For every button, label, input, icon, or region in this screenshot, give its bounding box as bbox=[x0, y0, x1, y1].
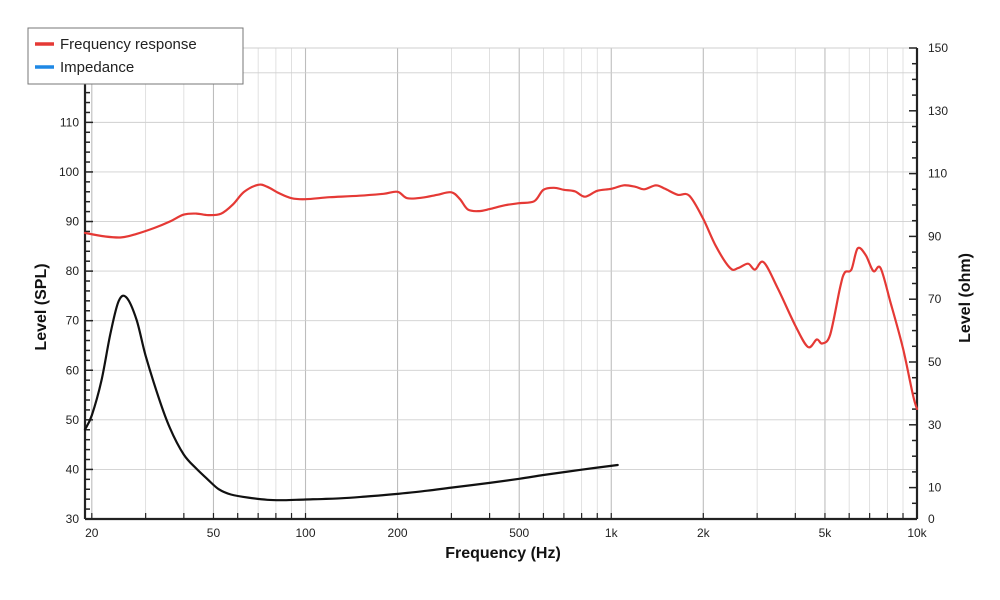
y-left-tick-label: 100 bbox=[59, 165, 79, 179]
x-tick-label: 5k bbox=[819, 526, 833, 540]
x-tick-label: 1k bbox=[605, 526, 619, 540]
x-axis-label: Frequency (Hz) bbox=[445, 545, 561, 562]
legend-label-frequency-response: Frequency response bbox=[60, 36, 197, 53]
y-right-tick-label: 10 bbox=[928, 481, 942, 495]
y-left-tick-label: 60 bbox=[66, 363, 80, 377]
grid bbox=[85, 47, 918, 520]
y-left-tick-label: 70 bbox=[66, 314, 80, 328]
y-left-tick-label: 110 bbox=[60, 115, 79, 129]
y-left-tick-label: 80 bbox=[66, 264, 80, 278]
x-tick-label: 10k bbox=[907, 526, 927, 540]
legend: Frequency response Impedance bbox=[27, 27, 244, 85]
y-right-tick-label: 150 bbox=[928, 41, 948, 55]
y-axis-left-label: Level (SPL) bbox=[33, 263, 50, 350]
y-right-tick-label: 70 bbox=[928, 292, 942, 306]
y-right-tick-label: 0 bbox=[928, 512, 935, 526]
y-left-tick-label: 40 bbox=[66, 462, 80, 476]
y-right-tick-label: 90 bbox=[928, 229, 942, 243]
y-axis-right-label: Level (ohm) bbox=[957, 253, 974, 343]
series-line-impedance bbox=[83, 294, 619, 502]
legend-label-impedance: Impedance bbox=[60, 59, 134, 76]
x-tick-label: 2k bbox=[697, 526, 711, 540]
axis-ticks: 3040506070809010011012001030507090110130… bbox=[59, 41, 948, 540]
y-right-tick-label: 110 bbox=[928, 167, 947, 181]
x-tick-label: 500 bbox=[509, 526, 529, 540]
y-right-tick-label: 130 bbox=[928, 104, 948, 118]
x-tick-label: 200 bbox=[388, 526, 408, 540]
x-tick-label: 100 bbox=[295, 526, 315, 540]
series-group bbox=[83, 183, 919, 502]
y-left-tick-label: 50 bbox=[66, 413, 80, 427]
y-left-tick-label: 90 bbox=[66, 215, 80, 229]
x-tick-label: 50 bbox=[207, 526, 221, 540]
x-tick-label: 20 bbox=[85, 526, 99, 540]
series-line-frequency-response bbox=[83, 183, 919, 410]
legend-box bbox=[27, 27, 244, 85]
y-left-tick-label: 30 bbox=[66, 512, 80, 526]
y-right-tick-label: 50 bbox=[928, 355, 942, 369]
y-right-tick-label: 30 bbox=[928, 418, 942, 432]
